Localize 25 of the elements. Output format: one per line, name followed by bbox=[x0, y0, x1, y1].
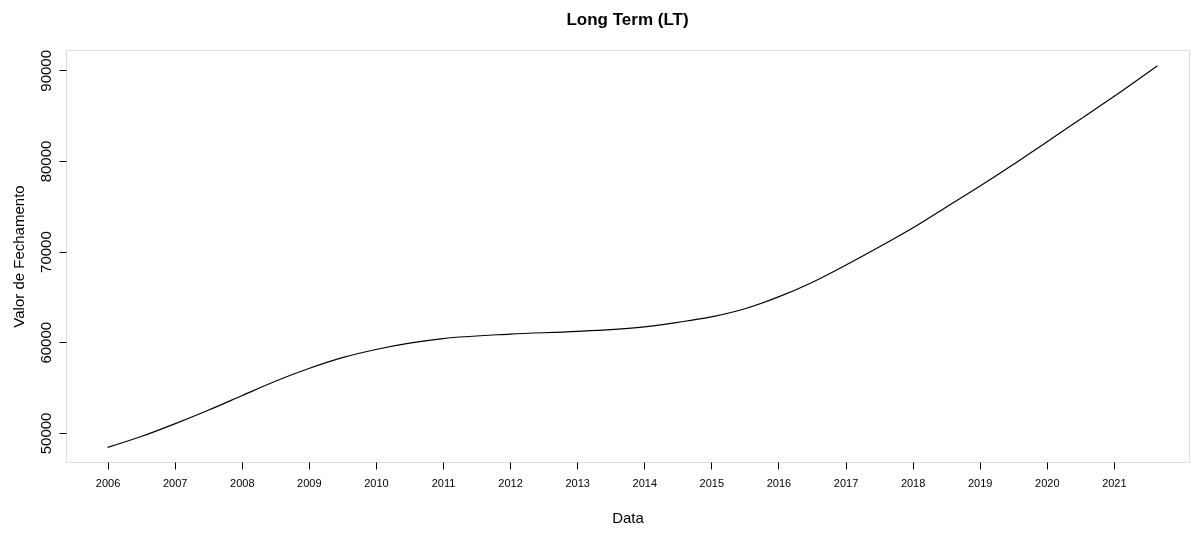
x-tick-label: 2015 bbox=[699, 476, 725, 489]
x-tick-label: 2008 bbox=[230, 476, 255, 489]
x-tick-label: 2019 bbox=[967, 476, 993, 489]
x-tick-label: 2016 bbox=[766, 476, 792, 489]
x-tick-label: 2017 bbox=[833, 476, 859, 489]
x-tick-label: 2006 bbox=[95, 476, 121, 489]
y-tick-label: 80000 bbox=[36, 140, 54, 183]
x-tick-label: 2021 bbox=[1102, 476, 1127, 489]
x-tick-label: 2012 bbox=[498, 476, 523, 489]
x-tick-label: 2014 bbox=[632, 476, 658, 489]
x-tick-label: 2018 bbox=[900, 476, 926, 489]
y-tick-label: 50000 bbox=[36, 412, 54, 455]
x-tick-label: 2011 bbox=[431, 476, 456, 489]
x-tick-label: 2010 bbox=[364, 476, 389, 489]
x-tick-label: 2020 bbox=[1035, 476, 1060, 489]
line-series bbox=[106, 65, 1159, 449]
y-tick-label: 90000 bbox=[36, 49, 54, 92]
x-tick-label: 2009 bbox=[297, 476, 322, 489]
y-axis-title: Valor de Fechamento bbox=[9, 185, 27, 328]
x-tick-label: 2007 bbox=[162, 476, 188, 489]
y-tick-label: 70000 bbox=[36, 231, 54, 273]
y-tick-label: 60000 bbox=[36, 321, 54, 364]
x-tick-label: 2013 bbox=[565, 476, 590, 489]
chart-title: Long Term (LT) bbox=[566, 10, 689, 30]
x-axis-title: Data bbox=[612, 508, 645, 526]
